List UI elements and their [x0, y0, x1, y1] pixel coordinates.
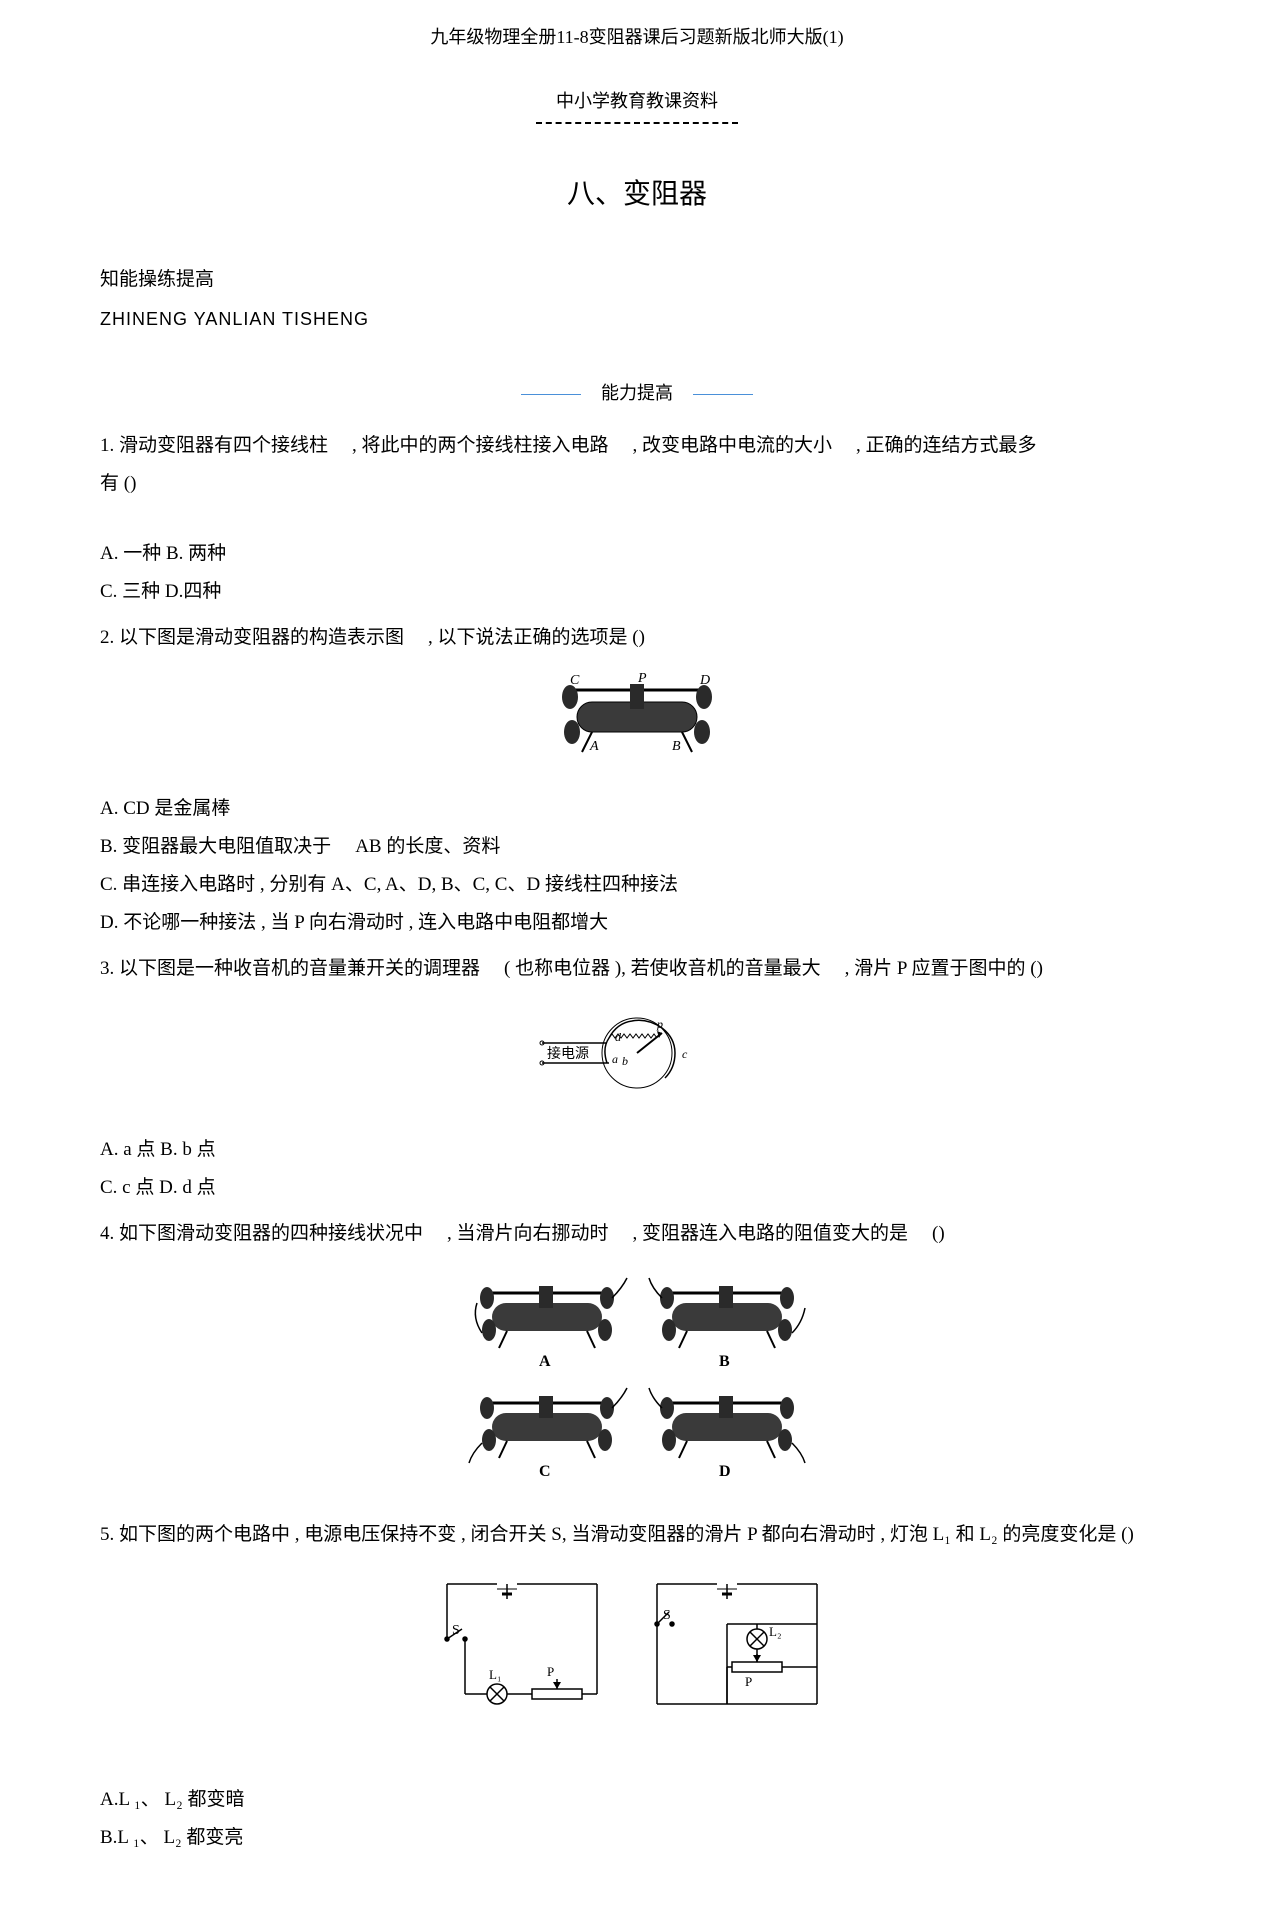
svg-text:c: c [682, 1047, 688, 1061]
option-5-a: A.L ₁、 L₂ 都变暗 [100, 1781, 1174, 1819]
question-1: 1. 滑动变阻器有四个接线柱, 将此中的两个接线柱接入电路, 改变电路中电流的大… [100, 427, 1174, 503]
page-subtitle: 中小学教育教课资料 [556, 84, 718, 118]
question-4-figure: A B [100, 1268, 1174, 1501]
svg-text:C: C [539, 1463, 551, 1480]
question-3-figure: 接电源 a b c d p [100, 1003, 1174, 1116]
svg-text:P: P [547, 1664, 554, 1679]
decorative-line-right [693, 394, 753, 395]
question-3-text: 3. 以下图是一种收音机的音量兼开关的调理器( 也称电位器 ), 若使收音机的音… [100, 950, 1174, 988]
decorative-line-left [521, 394, 581, 395]
question-3: 3. 以下图是一种收音机的音量兼开关的调理器( 也称电位器 ), 若使收音机的音… [100, 950, 1174, 988]
option-2-c: C. 串连接入电路时 , 分别有 A、C, A、D, B、C, C、D 接线柱四… [100, 866, 1174, 904]
question-2-options: A. CD 是金属棒 B. 变阻器最大电阻值取决于AB 的长度、资料 C. 串连… [100, 790, 1174, 942]
ability-section: 能力提高 [100, 376, 1174, 412]
ability-label: 能力提高 [591, 376, 683, 410]
section-label: 知能操练提高 [100, 262, 1174, 298]
question-3-options: A. a 点 B. b 点 C. c 点 D. d 点 [100, 1131, 1174, 1207]
svg-text:A: A [539, 1353, 551, 1370]
chapter-title: 八、变阻器 [100, 168, 1174, 221]
question-5-text: 5. 如下图的两个电路中 , 电源电压保持不变 , 闭合开关 S, 当滑动变阻器… [100, 1516, 1174, 1554]
svg-text:L₁: L₁ [489, 1667, 501, 1682]
option-3-cd: C. c 点 D. d 点 [100, 1169, 1174, 1207]
question-2: 2. 以下图是滑动变阻器的构造表示图, 以下说法正确的选项是 () [100, 619, 1174, 657]
svg-text:A: A [589, 739, 599, 754]
question-4: 4. 如下图滑动变阻器的四种接线状况中, 当滑片向右挪动时, 变阻器连入电路的阻… [100, 1215, 1174, 1253]
svg-text:b: b [622, 1054, 628, 1068]
question-5-options: A.L ₁、 L₂ 都变暗 B.L ₁、 L₂ 都变亮 [100, 1781, 1174, 1857]
svg-text:L₂: L₂ [769, 1624, 781, 1639]
potentiometer-diagram: 接电源 a b c d p [527, 1003, 747, 1103]
four-rheostats-diagram: A B [447, 1268, 827, 1488]
svg-text:D: D [719, 1463, 731, 1480]
question-1-options: A. 一种 B. 两种 C. 三种 D.四种 [100, 535, 1174, 611]
svg-text:D: D [699, 673, 710, 688]
two-circuits-diagram: S L₁ P [427, 1569, 847, 1729]
option-5-b: B.L ₁、 L₂ 都变亮 [100, 1819, 1174, 1857]
svg-text:S: S [663, 1608, 671, 1623]
section-pinyin: ZHINENG YANLIAN TISHENG [100, 302, 1174, 336]
svg-text:d: d [615, 1030, 622, 1044]
page-header: 九年级物理全册11-8变阻器课后习题新版北师大版(1) [100, 20, 1174, 54]
option-2-b: B. 变阻器最大电阻值取决于AB 的长度、资料 [100, 828, 1174, 866]
question-5: 5. 如下图的两个电路中 , 电源电压保持不变 , 闭合开关 S, 当滑动变阻器… [100, 1516, 1174, 1554]
svg-text:P: P [637, 672, 647, 686]
svg-text:C: C [570, 673, 580, 688]
question-5-figure: S L₁ P [100, 1569, 1174, 1742]
option-1-cd: C. 三种 D.四种 [100, 573, 1174, 611]
option-3-ab: A. a 点 B. b 点 [100, 1131, 1174, 1169]
question-2-text: 2. 以下图是滑动变阻器的构造表示图, 以下说法正确的选项是 () [100, 619, 1174, 657]
question-1-text: 1. 滑动变阻器有四个接线柱, 将此中的两个接线柱接入电路, 改变电路中电流的大… [100, 427, 1174, 465]
svg-text:接电源: 接电源 [547, 1045, 589, 1062]
rheostat-diagram: C P D A B [542, 672, 732, 762]
svg-text:B: B [719, 1353, 730, 1370]
svg-text:a: a [612, 1052, 618, 1066]
option-2-a: A. CD 是金属棒 [100, 790, 1174, 828]
svg-text:P: P [745, 1674, 752, 1689]
svg-text:p: p [656, 1017, 663, 1031]
question-2-figure: C P D A B [100, 672, 1174, 775]
option-1-ab: A. 一种 B. 两种 [100, 535, 1174, 573]
svg-text:S: S [452, 1623, 460, 1638]
option-2-d: D. 不论哪一种接法 , 当 P 向右滑动时 , 连入电路中电阻都增大 [100, 904, 1174, 942]
svg-text:B: B [672, 739, 681, 754]
question-4-text: 4. 如下图滑动变阻器的四种接线状况中, 当滑片向右挪动时, 变阻器连入电路的阻… [100, 1215, 1174, 1253]
question-1-text-end: 有 () [100, 465, 1174, 503]
